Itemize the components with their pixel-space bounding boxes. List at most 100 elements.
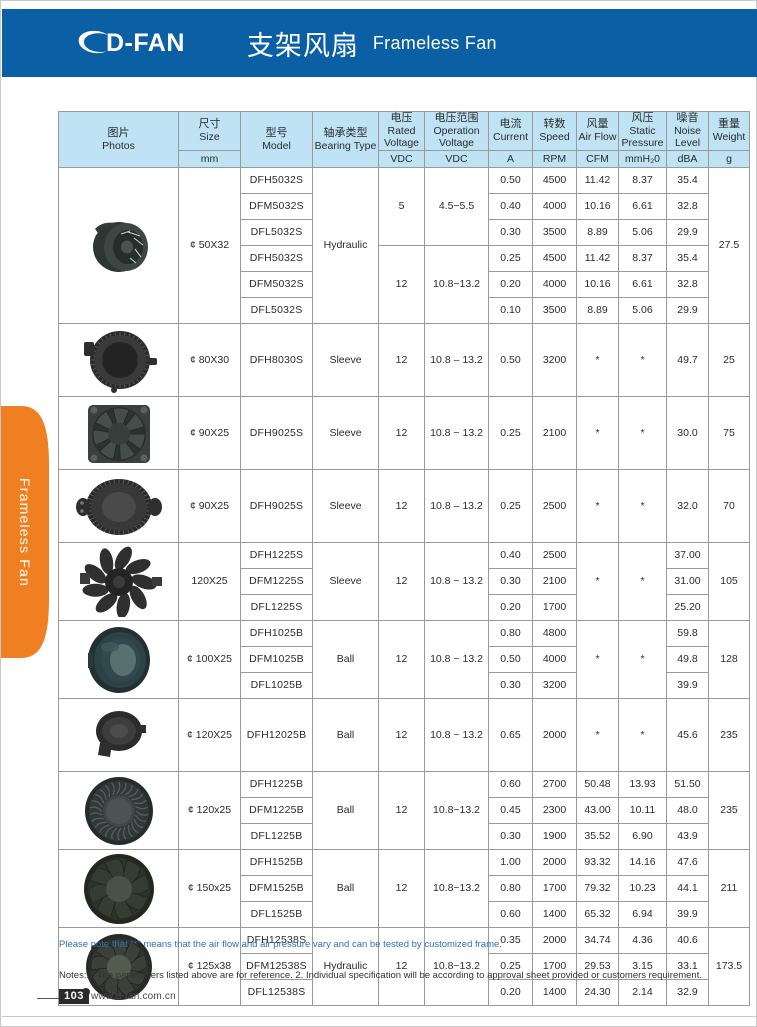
product-air-flow: * [576,468,619,543]
product-bearing-type: Ball [312,770,379,850]
product-photo-cell [58,619,179,699]
col-photos: 图片 Photos [58,111,179,168]
product-noise-level: 40.6 [666,926,709,954]
product-noise-level: 39.9 [666,900,709,928]
product-speed: 3200 [532,671,577,699]
col-photos-en: Photos [102,139,135,152]
header-bar: D-FAN 支架风扇 Frameless Fan [2,9,757,77]
col-model: 型号 Model [240,111,313,168]
product-model: DFH9025S [240,395,313,470]
product-rated-voltage: 12 [378,541,425,621]
product-rated-voltage: 12 [378,697,425,772]
col-bearing-type: 轴承类型 Bearing Type [312,111,379,168]
product-static-pressure: 4.36 [618,926,667,954]
product-model: DFH9025S [240,468,313,543]
product-noise-level: 51.50 [666,770,709,798]
product-static-pressure: 14.16 [618,848,667,876]
product-noise-level: 43.9 [666,822,709,850]
product-noise-level: 39.9 [666,671,709,699]
product-operation-voltage: 10.8 ~ 13.2 [424,697,489,772]
product-weight: 128 [708,619,750,699]
product-static-pressure: * [618,468,667,543]
col-model-en: Model [262,139,291,152]
product-noise-level: 48.0 [666,796,709,824]
product-operation-voltage: 10.8 – 13.2 [424,468,489,543]
product-speed: 3500 [532,296,577,324]
product-air-flow: 93.32 [576,848,619,876]
product-static-pressure: 6.61 [618,270,667,298]
col-current: 电流 Current [488,111,533,151]
fan-round-90x25-image [75,478,162,535]
product-noise-level: 29.9 [666,296,709,324]
product-noise-level: 32.8 [666,192,709,220]
product-weight: 211 [708,848,750,928]
col-speed-en: Speed [539,131,570,144]
product-air-flow: 24.30 [576,978,619,1006]
product-current: 0.60 [488,900,533,928]
table-row: ¢ 120x25 DFH1225B Ball 12 10.8~13.2 0.60 2700 5… [58,770,750,850]
product-speed: 3500 [532,218,577,246]
product-static-pressure: 6.94 [618,900,667,928]
product-air-flow: 29.53 [576,952,619,980]
col-static-pressure-cn: 风压 [631,111,654,124]
spec-table-wrap: 图片 Photos 尺寸 Size 型号 Model 轴承类型 Bearing … [58,111,750,1006]
website-url[interactable]: www.d-fan.com.cn [91,991,176,1002]
col-speed: 转数 Speed [532,111,577,151]
product-size: ¢ 50X32 [178,166,241,324]
product-air-flow: 11.42 [576,166,619,194]
product-model: DFL1225B [240,822,313,850]
table-row: DFL12538S 0.20 1400 24.30 2.14 32.9 [59,978,750,1006]
product-speed: 2500 [532,468,577,543]
table-row: ¢ 150x25 DFH1525B Ball 12 10.8~13.2 1.00 2000 9… [58,848,750,928]
product-weight: 70 [708,468,750,543]
product-model: DFM1025B [240,645,313,673]
product-speed: 1400 [532,978,577,1006]
table-row: ¢ 50X32 DFH5032S Hydraulic 5 4.5~5.5 0.50 4500… [58,166,750,324]
product-photo-cell [58,468,179,543]
page-title-cn: 支架风扇 [246,30,359,62]
product-speed: 2100 [532,395,577,470]
unit-noise: dBA [666,149,709,168]
product-current: 0.40 [488,192,533,220]
spec-table: 图片 Photos 尺寸 Size 型号 Model 轴承类型 Bearing … [58,111,750,1006]
product-air-flow: 11.42 [576,244,619,272]
col-bearing-en: Bearing Type [314,139,377,152]
product-current: 0.25 [488,952,533,980]
product-current: 0.30 [488,671,533,699]
product-noise-level: 47.6 [666,848,709,876]
product-size: ¢ 120X25 [178,697,241,772]
product-rated-voltage: 12 [378,395,425,470]
product-current: 0.80 [488,619,533,647]
unit-air-flow: CFM [576,149,619,168]
col-rated-voltage-en: Rated Voltage [383,124,420,150]
product-static-pressure: 13.93 [618,770,667,798]
product-model: DFL1025B [240,671,313,699]
product-air-flow: * [576,395,619,470]
product-photo-cell [58,541,179,621]
product-rated-voltage: 12 [378,244,425,324]
product-current: 0.20 [488,978,533,1006]
product-static-pressure: 8.37 [618,244,667,272]
product-air-flow: 8.89 [576,218,619,246]
col-current-cn: 电流 [499,117,522,131]
product-rated-voltage: 12 [378,770,425,850]
product-model: DFM1525B [240,874,313,902]
col-current-en: Current [492,131,528,144]
product-weight: 173.5 [708,926,750,1006]
product-current: 1.00 [488,848,533,876]
table-row: ¢ 120X25 DFH12025B Ball 12 10.8 ~ 13.2 0.65 20… [58,697,750,772]
fan-centrifugal-150x25-image [83,854,154,925]
table-row: DFM1525B 0.80 1700 79.32 10.23 44.1 [59,874,750,902]
product-bearing-type: Ball [312,697,379,772]
product-rated-voltage: 12 [378,848,425,928]
col-weight-en: Weight [712,131,746,144]
table-row: ¢ 100X25 DFH1025B Ball 12 10.8 ~ 13.2 0.80 480… [58,619,750,699]
col-static-pressure-en: Static Pressure [621,124,664,150]
product-noise-level: 49.7 [666,322,709,397]
table-row: 120X25 DFH1225S Sleeve 12 10.8 ~ 13.2 0.40 250… [58,541,750,621]
product-speed: 1900 [532,822,577,850]
product-speed: 2100 [532,567,577,595]
product-speed: 3200 [532,322,577,397]
product-static-pressure: 5.06 [618,218,667,246]
fan-impeller-120x25-image [79,546,162,618]
